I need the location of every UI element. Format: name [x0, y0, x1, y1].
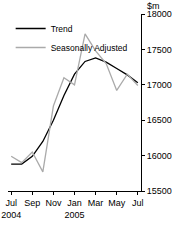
svg-text:Sep: Sep — [24, 198, 40, 208]
svg-text:Jan2005: Jan2005 — [64, 198, 84, 220]
svg-text:Mar: Mar — [88, 198, 104, 208]
svg-text:Trend: Trend — [51, 24, 73, 34]
svg-text:Nov: Nov — [45, 198, 62, 208]
svg-text:18000: 18000 — [147, 9, 172, 19]
svg-text:May: May — [108, 198, 126, 208]
svg-text:Jul2004: Jul2004 — [1, 198, 21, 220]
svg-text:Jul: Jul — [132, 198, 144, 208]
svg-text:15500: 15500 — [147, 186, 172, 196]
svg-text:16000: 16000 — [147, 151, 172, 161]
svg-text:16500: 16500 — [147, 115, 172, 125]
svg-text:$m: $m — [147, 1, 160, 11]
svg-text:17000: 17000 — [147, 80, 172, 90]
svg-text:17500: 17500 — [147, 45, 172, 55]
svg-text:Seasonally Adjusted: Seasonally Adjusted — [51, 43, 128, 53]
